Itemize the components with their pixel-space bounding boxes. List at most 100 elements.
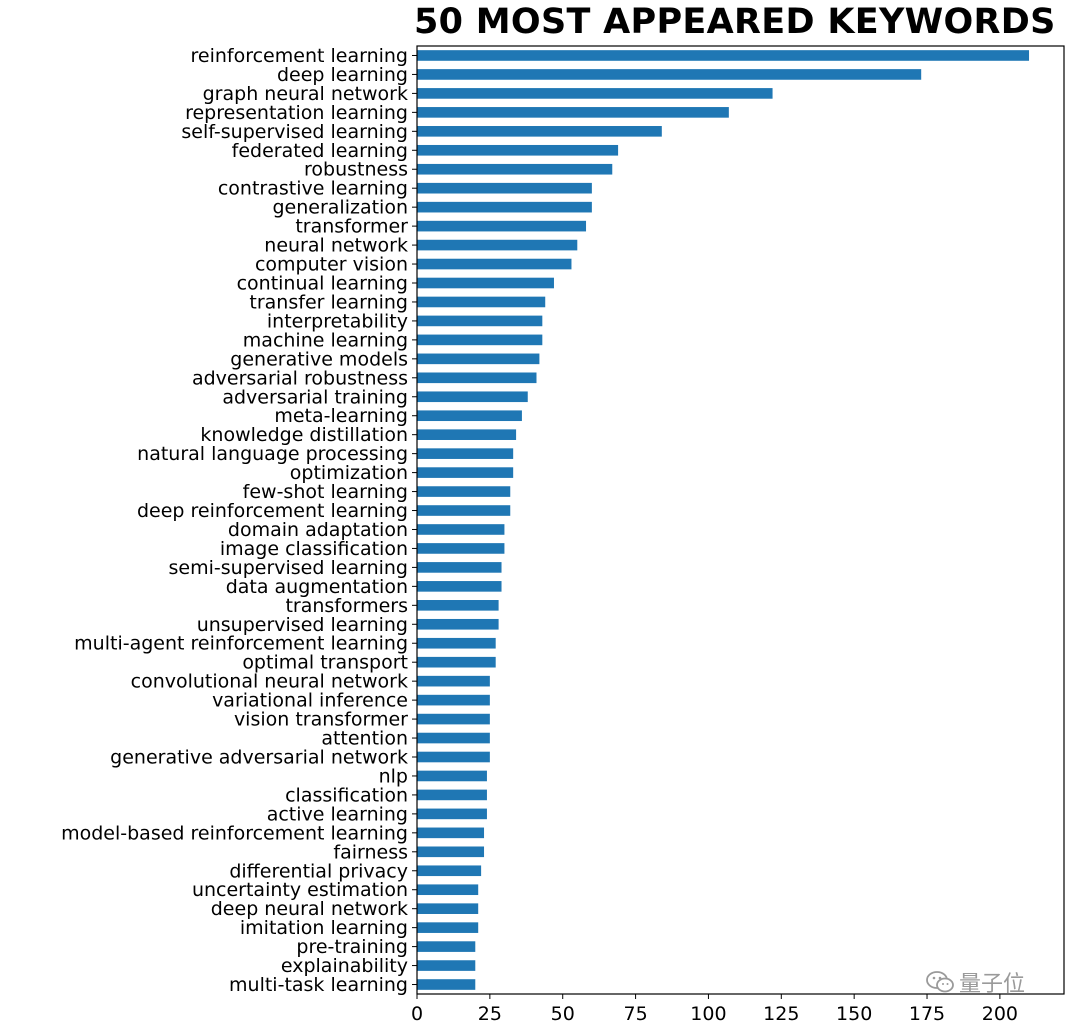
y-tick-label: transfer learning (249, 291, 408, 313)
bar (417, 107, 729, 118)
y-tick-label: self-supervised learning (181, 121, 408, 143)
watermark-text: 量子位 (959, 972, 1026, 997)
y-tick-label: natural language processing (137, 443, 408, 465)
bar (417, 865, 482, 877)
y-tick-label: multi-task learning (229, 974, 408, 996)
bar (417, 789, 487, 801)
watermark: 量子位 (925, 966, 1025, 998)
y-tick-label: interpretability (267, 310, 408, 332)
bar (417, 960, 476, 971)
y-tick-label: vision transformer (234, 709, 408, 731)
y-tick-label: continual learning (237, 273, 408, 295)
y-tick-label: model-based reinforcement learning (61, 822, 408, 844)
bar (417, 808, 487, 820)
x-tick-label: 200 (982, 1003, 1018, 1025)
y-tick-label: few-shot learning (243, 481, 408, 503)
x-tick-label: 125 (763, 1003, 799, 1025)
bar (417, 277, 554, 289)
y-tick-label: explainability (281, 955, 408, 977)
y-tick-label: differential privacy (229, 860, 408, 882)
y-tick-label: transformer (295, 216, 408, 238)
y-tick-label: imitation learning (240, 917, 408, 939)
bar (417, 656, 496, 668)
x-tick-label: 150 (836, 1003, 872, 1025)
bar (417, 69, 922, 80)
y-tick-label: transformers (285, 595, 408, 617)
y-tick-label: generative models (230, 348, 408, 370)
y-tick-label: variational inference (212, 690, 408, 712)
y-tick-label: data augmentation (226, 576, 408, 598)
y-tick-label: convolutional neural network (131, 671, 408, 693)
y-tick-label: domain adaptation (228, 519, 408, 541)
bar (417, 884, 479, 896)
bar (417, 126, 662, 137)
bar (417, 922, 479, 933)
y-tick-label: attention (321, 728, 408, 750)
y-tick-label: deep reinforcement learning (137, 500, 408, 522)
bar (417, 334, 543, 346)
y-tick-label: federated learning (232, 140, 408, 162)
bar (417, 182, 592, 194)
bars-group (417, 50, 1030, 990)
x-ticks: 0 25 50 75 100 125 150 175 200 (411, 994, 1018, 1025)
y-tick-label: computer vision (255, 254, 408, 276)
bar (417, 770, 487, 782)
y-tick-label: nlp (379, 765, 408, 787)
y-tick-label: adversarial robustness (192, 367, 408, 389)
y-tick-label: active learning (267, 803, 408, 825)
bar (417, 239, 578, 251)
bar (417, 163, 613, 175)
bar (417, 429, 517, 440)
y-tick-label: unsupervised learning (197, 614, 408, 636)
bar (417, 50, 1030, 61)
bar (417, 637, 496, 649)
y-tick-label: knowledge distillation (200, 424, 408, 446)
y-tick-label: machine learning (243, 329, 408, 351)
y-tick-label: fairness (333, 841, 408, 863)
bar (417, 732, 490, 744)
bar (417, 258, 572, 270)
y-tick-label: reinforcement learning (191, 45, 409, 67)
x-tick-label: 25 (478, 1003, 502, 1025)
x-tick-label: 75 (623, 1003, 647, 1025)
bar (417, 391, 528, 403)
bar (417, 505, 511, 516)
bar (417, 827, 485, 839)
bar (417, 600, 499, 611)
y-tick-label: optimal transport (242, 652, 408, 674)
bar (417, 675, 490, 687)
y-tick-label: deep learning (277, 64, 408, 86)
bar (417, 713, 490, 725)
x-tick-label: 175 (909, 1003, 945, 1025)
bar (417, 372, 537, 384)
y-tick-label: multi-agent reinforcement learning (74, 633, 408, 655)
bar (417, 846, 485, 858)
bar (417, 979, 476, 990)
y-tick-label: pre-training (296, 936, 408, 958)
bar (417, 448, 514, 459)
x-tick-label: 0 (411, 1003, 423, 1025)
y-tick-label: image classification (220, 538, 408, 560)
y-tick-label: deep neural network (211, 898, 408, 920)
y-tick-label: classification (285, 784, 408, 806)
x-tick-label: 50 (551, 1003, 575, 1025)
chart-title: 50 MOST APPEARED KEYWORDS (414, 2, 1056, 42)
bar (417, 694, 490, 706)
bar (417, 486, 511, 497)
y-tick-label: uncertainty estimation (192, 879, 408, 901)
bar (417, 581, 502, 592)
y-tick-label: adversarial training (222, 386, 408, 408)
y-tick-label: semi-supervised learning (169, 557, 408, 579)
bar (417, 467, 514, 478)
y-tick-label: generative adversarial network (110, 747, 408, 769)
bar (417, 751, 490, 763)
wechat-icon (926, 971, 954, 993)
bar (417, 618, 499, 630)
y-tick-label: meta-learning (274, 405, 408, 427)
bar (417, 524, 505, 535)
bar (417, 903, 479, 914)
y-tick-label: optimization (290, 462, 408, 484)
bar (417, 88, 773, 99)
bar (417, 220, 587, 232)
